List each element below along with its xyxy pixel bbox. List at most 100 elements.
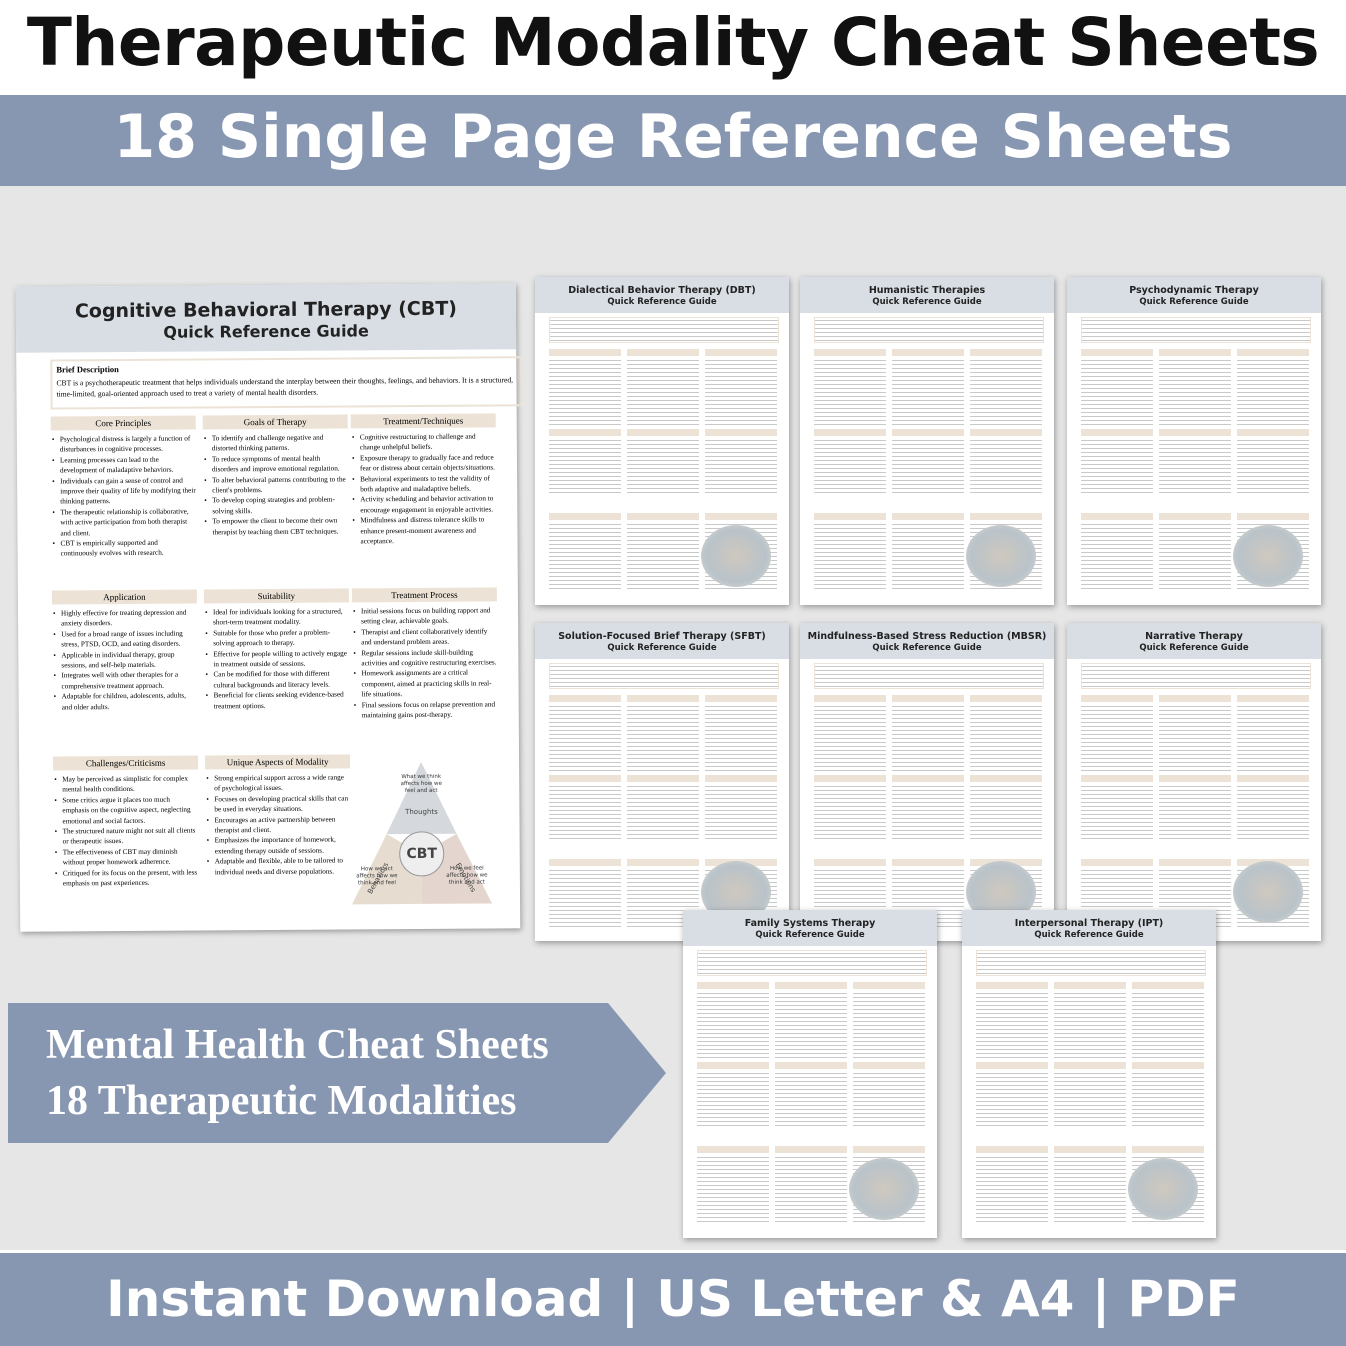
text-lines [705,438,777,496]
section-heading-bar [627,775,699,782]
bullet-item: Can be modified for those with different… [204,669,349,691]
text-lines [1081,522,1153,592]
section-heading-bar [549,349,621,356]
sheet-subtitle: Quick Reference Guide [607,643,717,653]
brief-lines [697,950,927,976]
text-lines [970,438,1042,496]
section-list: To identify and challenge negative and d… [203,432,349,537]
section-heading-bar [976,1146,1048,1153]
brief-lines [549,663,779,689]
section-list: Initial sessions focus on building rappo… [352,605,498,720]
section: Goals of Therapy To identify and challeng… [202,414,349,537]
section-heading-bar [1159,695,1231,702]
sheet-header [800,623,1054,659]
section-heading-bar [775,1062,847,1069]
section-heading-bar [1081,349,1153,356]
text-lines [1159,522,1231,592]
section-heading-bar [853,1146,925,1153]
sheet-graphic [1233,525,1303,587]
bullet-item: Cognitive restructuring to challenge and… [351,431,496,453]
bullet-item: Some critics argue it places too much em… [53,794,198,826]
featured-sheet: Cognitive Behavioral Therapy (CBT) Quick … [15,283,523,932]
section-heading-bar [1132,1062,1204,1069]
section-heading-bar [1054,1062,1126,1069]
text-lines [627,358,699,428]
section-heading-bar [970,513,1042,520]
bullet-item: To identify and challenge negative and d… [203,432,348,454]
sheet-subtitle: Quick Reference Guide [163,321,369,342]
bullet-item: Activity scheduling and behavior activat… [351,494,496,516]
sheet-title: Humanistic Therapies [868,285,986,296]
section-heading-bar [970,349,1042,356]
section-heading-bar [976,1062,1048,1069]
promo-banner: Mental Health Cheat Sheets 18 Therapeutic… [8,1003,666,1143]
text-lines [892,784,964,842]
section-heading-bar [970,775,1042,782]
brief-lines [814,317,1044,343]
section-heading-bar [892,859,964,866]
sheet-subtitle: Quick Reference Guide [607,297,717,307]
section-list: May be perceived as simplistic for compl… [53,773,199,888]
bullet-item: Mindfulness and distress tolerance skill… [351,515,496,547]
text-lines [1159,784,1231,842]
section-heading: Unique Aspects of Modality [205,754,351,770]
section-heading-bar [697,982,769,989]
section-list: Psychological distress is largely a func… [51,433,197,559]
section-heading-bar [549,695,621,702]
bullet-item: Encourages an active partnership between… [205,814,350,836]
section-heading-bar [549,859,621,866]
section-heading-bar [627,513,699,520]
brief-box: Brief Description CBT is a psychotherapeu… [50,356,523,410]
section: Treatment Process Initial sessions focus … [351,587,498,720]
text-lines [775,1071,847,1129]
section-heading-bar [1054,1146,1126,1153]
section-heading-bar [549,775,621,782]
sheet-title: Interpersonal Therapy (IPT) [1014,918,1164,929]
sheet-graphic [701,525,771,587]
section-heading-bar [892,695,964,702]
text-lines [1237,438,1309,496]
note-right-wrap: How we feel affects how we think and act [446,866,487,886]
sheet-subtitle: Quick Reference Guide [872,297,982,307]
text-lines [892,358,964,428]
section-heading-bar [892,349,964,356]
section: Challenges/Criticisms May be perceived as… [53,755,199,888]
bullet-item: Critiqued for its focus on the present, … [54,867,199,889]
section-heading: Core Principles [50,415,196,431]
text-lines [892,704,964,774]
section: Unique Aspects of Modality Strong empiric… [205,754,351,877]
section-list: Cognitive restructuring to challenge and… [351,431,497,546]
bullet-item: CBT is empirically supported and continu… [52,538,197,560]
section-heading-bar [814,695,886,702]
text-lines [853,991,925,1061]
text-lines [1237,358,1309,428]
bullet-item: Learning processes can lead to the devel… [51,454,196,476]
text-lines [1081,438,1153,496]
bullet-item: Adaptable for children, adolescents, adu… [53,691,198,713]
bullet-item: Behavioral experiments to test the valid… [351,473,496,495]
bullet-item: Strong empirical support across a wide r… [205,772,350,794]
section-heading-bar [1081,429,1153,436]
text-lines [549,358,621,428]
sheet-subtitle: Quick Reference Guide [1139,643,1249,653]
brief-text: CBT is a psychotherapeutic treatment tha… [56,375,514,399]
section: Application Highly effective for treating… [51,589,198,713]
footer-text: Instant Download | US Letter & A4 | PDF [106,1270,1240,1328]
section-heading-bar [1237,349,1309,356]
text-lines [976,1155,1048,1225]
sheet-header [535,277,789,313]
section-heading-bar [627,349,699,356]
bullet-item: Adaptable and flexible, able to be tailo… [206,856,351,878]
section-heading-bar [976,982,1048,989]
text-lines [627,438,699,496]
brief-lines [976,950,1206,976]
section-heading: Challenges/Criticisms [53,755,199,771]
section: Core Principles Psychological distress is… [50,415,197,560]
text-lines [697,1071,769,1129]
bullet-item: Emphasizes the importance of homework, e… [206,835,351,857]
bullet-item: The effectiveness of CBT may diminish wi… [54,846,199,868]
sheet-title: Psychodynamic Therapy [1129,285,1259,296]
sheet-graphic [966,525,1036,587]
text-lines [627,704,699,774]
